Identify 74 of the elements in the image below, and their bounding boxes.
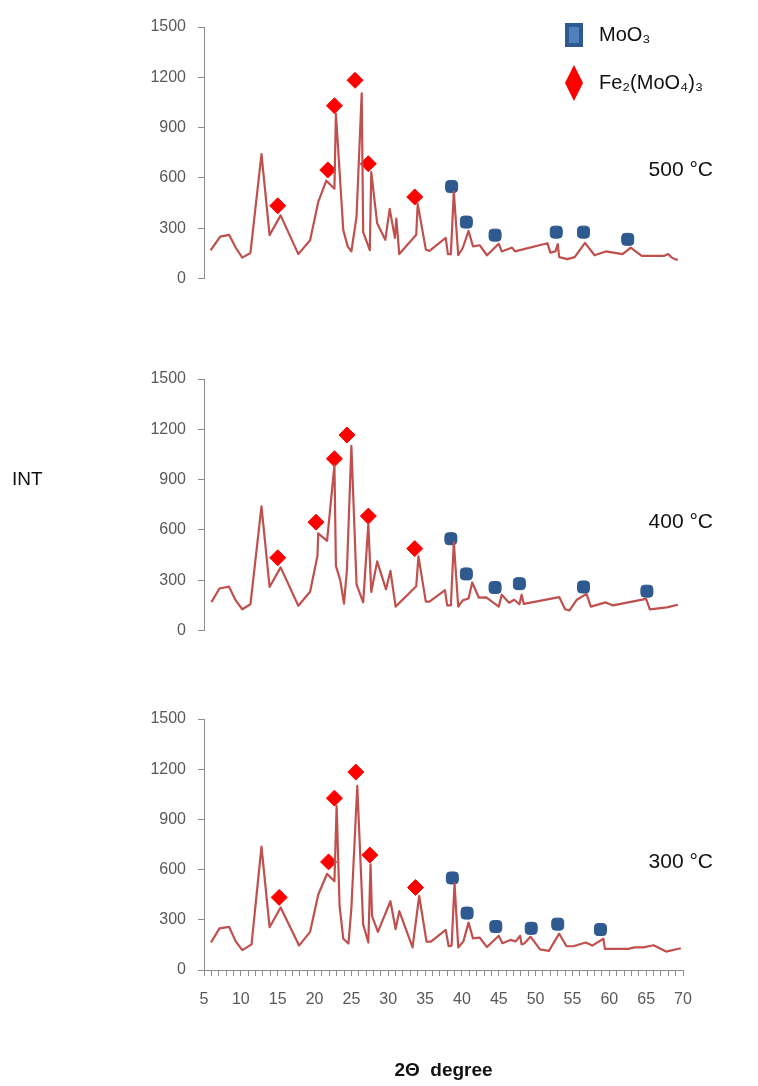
y-tick-label: 600 xyxy=(159,860,187,878)
legend-label: Fe₂(MoO₄)₃ xyxy=(599,70,704,93)
x-tick-label: 45 xyxy=(489,990,508,1008)
x-tick-label: 65 xyxy=(637,990,656,1008)
y-tick-label: 900 xyxy=(159,117,187,135)
point xyxy=(459,567,473,581)
x-tick-label: 30 xyxy=(379,990,398,1008)
point xyxy=(621,232,635,246)
point xyxy=(359,507,377,525)
point xyxy=(338,426,356,444)
point xyxy=(459,215,473,229)
x-tick-label: 5 xyxy=(199,990,209,1008)
x-tick-label: 20 xyxy=(305,990,324,1008)
point xyxy=(640,584,654,598)
x-tick-label: 10 xyxy=(231,990,250,1008)
x-tick-label: 50 xyxy=(526,990,545,1008)
y-tick-label: 0 xyxy=(177,620,187,638)
x-axis-title: 2Θ degree xyxy=(394,1058,493,1080)
point xyxy=(489,919,503,933)
point xyxy=(551,917,565,931)
point xyxy=(320,853,338,871)
x-tick-label: 25 xyxy=(342,990,361,1008)
y-tick-label: 1200 xyxy=(150,67,187,85)
y-tick-label: 600 xyxy=(159,168,187,186)
point xyxy=(407,879,424,897)
point xyxy=(346,71,364,89)
x-tick-label: 15 xyxy=(268,990,287,1008)
point xyxy=(406,540,424,558)
y-tick-label: 900 xyxy=(159,809,187,827)
point xyxy=(444,532,458,546)
y-axis-title: INT xyxy=(12,467,43,489)
point xyxy=(269,549,287,567)
point xyxy=(325,97,343,115)
x-tick-label: 70 xyxy=(674,990,692,1008)
point xyxy=(361,846,379,864)
point xyxy=(488,228,502,242)
point xyxy=(269,197,287,215)
y-tick-label: 300 xyxy=(159,570,187,588)
point xyxy=(524,921,538,935)
point xyxy=(347,763,365,781)
y-tick-label: 600 xyxy=(159,520,187,538)
y-tick-label: 900 xyxy=(159,469,187,487)
point xyxy=(512,577,526,591)
y-tick-label: 1500 xyxy=(150,17,187,35)
y-tick-label: 1500 xyxy=(150,369,187,387)
point xyxy=(577,580,591,594)
point xyxy=(460,906,474,920)
point xyxy=(445,871,459,885)
point xyxy=(307,513,325,531)
x-tick-label: 35 xyxy=(416,990,435,1008)
x-tick-label: 40 xyxy=(453,990,471,1008)
x-tick-label: 60 xyxy=(600,990,619,1008)
annotation: 500 °C xyxy=(648,157,713,181)
y-tick-label: 300 xyxy=(159,218,187,236)
point xyxy=(549,225,563,239)
point xyxy=(325,789,343,807)
y-tick-label: 1200 xyxy=(150,759,187,777)
point xyxy=(593,923,607,937)
point xyxy=(488,580,502,594)
y-tick-label: 0 xyxy=(177,960,187,978)
point xyxy=(270,888,288,906)
point xyxy=(319,161,337,179)
x-tick-label: 55 xyxy=(563,990,582,1008)
y-tick-label: 0 xyxy=(177,268,187,286)
point xyxy=(325,450,343,468)
y-tick-label: 1200 xyxy=(150,419,187,437)
point xyxy=(406,188,424,206)
y-tick-label: 1500 xyxy=(150,709,187,727)
point xyxy=(445,180,459,194)
annotation: 300 °C xyxy=(648,848,713,872)
y-tick-label: 300 xyxy=(159,910,187,928)
point xyxy=(577,225,591,239)
annotation: 400 °C xyxy=(648,509,713,533)
legend-label: MoO₃ xyxy=(599,22,651,45)
